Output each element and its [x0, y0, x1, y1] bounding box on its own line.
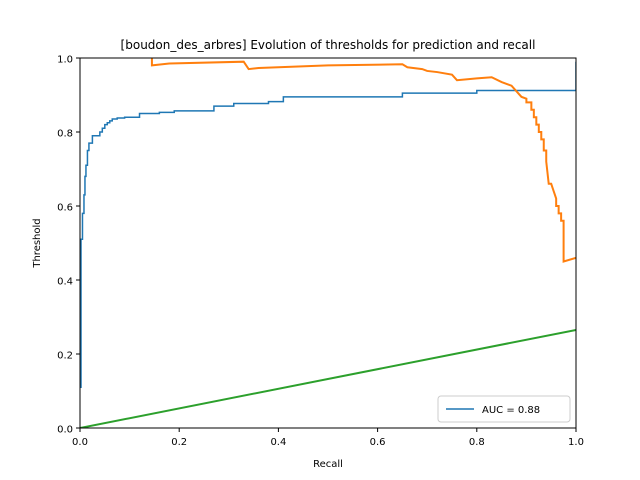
x-axis-label: Recall [313, 459, 343, 470]
y-tick-label: 0.6 [57, 203, 73, 214]
y-axis-label: Threshold [32, 218, 43, 268]
y-tick-label: 0.2 [57, 351, 73, 362]
x-tick-label: 0.4 [270, 437, 286, 448]
legend-label: AUC = 0.88 [482, 405, 540, 416]
x-tick-label: 0.6 [370, 437, 386, 448]
y-axis: 0.0 0.2 0.4 0.6 0.8 1.0 [57, 55, 80, 436]
plot-area [80, 58, 576, 428]
x-tick-label: 0.2 [171, 437, 187, 448]
chart-title: [boudon_des_arbres] Evolution of thresho… [121, 38, 536, 52]
x-tick-label: 0.0 [72, 437, 88, 448]
x-axis: 0.0 0.2 0.4 0.6 0.8 1.0 [72, 428, 584, 448]
y-tick-label: 0.8 [57, 129, 73, 140]
y-tick-label: 0.4 [57, 277, 73, 288]
plot-frame [79, 57, 577, 429]
x-tick-label: 0.8 [469, 437, 485, 448]
legend: AUC = 0.88 [437, 395, 571, 423]
series-line-2 [80, 328, 576, 428]
series-line-0 [80, 61, 576, 389]
legend-box [437, 395, 571, 423]
y-tick-label: 1.0 [57, 55, 73, 66]
series-line-1 [150, 58, 576, 263]
x-tick-label: 1.0 [568, 437, 584, 448]
y-tick-label: 0.0 [57, 425, 73, 436]
